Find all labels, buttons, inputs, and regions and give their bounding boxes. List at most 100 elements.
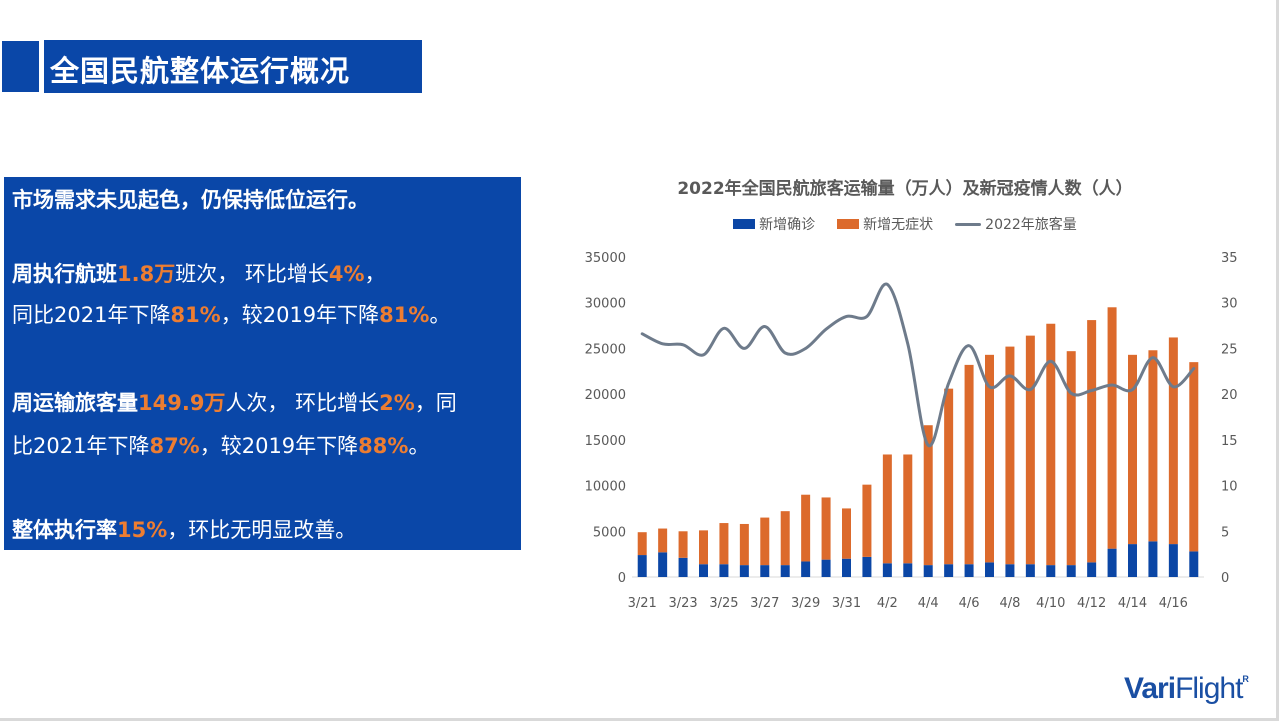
bar-confirmed [658, 552, 668, 577]
flights-weekly-value: 1.8万 [117, 262, 176, 286]
bar-asymptomatic [1005, 346, 1015, 565]
y-left-tick-label: 35000 [585, 251, 626, 266]
legend-label-asymptomatic: 新增无症状 [863, 217, 934, 233]
bar-confirmed [1025, 564, 1035, 577]
y-left-tick-label: 0 [618, 571, 626, 586]
variflight-logo: VariFlightR [1124, 672, 1249, 706]
y-right-tick-label: 0 [1221, 571, 1229, 586]
passengers-text-3: ，同 [414, 391, 457, 415]
passengers-text-5: ，较2019年下降 [199, 434, 359, 458]
line-passengers-2022 [640, 282, 1196, 447]
bar-confirmed [801, 561, 811, 577]
bar-confirmed [1087, 562, 1097, 577]
passengers-text-2: 环比增长 [295, 391, 380, 415]
bar-asymptomatic [964, 364, 974, 565]
y-right-tick-label: 35 [1221, 251, 1238, 266]
title-bar: 全国民航整体运行概况 [44, 40, 422, 93]
bar-asymptomatic [780, 511, 790, 566]
rate-label: 整体执行率 [12, 518, 117, 542]
bar-confirmed [1046, 565, 1056, 577]
x-tick-label: 3/27 [750, 596, 779, 611]
bar-confirmed [944, 564, 954, 577]
passengers-yoy-2021-value: 87% [149, 434, 200, 458]
bar-asymptomatic [699, 530, 708, 565]
flights-text-1: 班次， [175, 262, 239, 286]
x-tick-label: 4/8 [999, 596, 1020, 611]
bar-asymptomatic [1107, 307, 1117, 549]
passengers-text-1: 人次， [225, 391, 289, 415]
bar-asymptomatic [1148, 350, 1158, 542]
y-right-tick-label: 25 [1221, 342, 1238, 357]
bar-asymptomatic [903, 454, 913, 564]
title-accent-block [2, 41, 39, 92]
y-left-tick-label: 10000 [585, 480, 626, 495]
registered-mark: R [1242, 674, 1248, 684]
y-right-tick-label: 10 [1221, 480, 1238, 495]
bar-confirmed [637, 555, 647, 577]
bar-confirmed [739, 565, 749, 577]
x-tick-label: 3/25 [709, 596, 738, 611]
passengers-line-2: 比2021年下降87%，较2019年下降88%。 [12, 430, 429, 460]
bar-confirmed [1107, 548, 1117, 577]
bar-confirmed [882, 563, 892, 577]
flights-text-6: 。 [429, 303, 451, 327]
flights-wow-value: 4% [328, 262, 365, 286]
bar-asymptomatic [1025, 335, 1035, 565]
passengers-text-6: 。 [408, 434, 430, 458]
flights-vs-2019-value: 81% [379, 303, 430, 327]
y-left-tick-label: 20000 [585, 388, 626, 403]
legend-swatch-confirmed [733, 219, 756, 229]
bar-asymptomatic [1087, 320, 1097, 563]
bar-asymptomatic [923, 425, 933, 566]
bar-asymptomatic [719, 523, 729, 565]
legend-item-confirmed: 新增确诊 [733, 214, 815, 234]
page-title: 全国民航整体运行概况 [50, 54, 351, 88]
legend-label-confirmed: 新增确诊 [759, 217, 816, 233]
bar-asymptomatic [1066, 351, 1076, 566]
bar-asymptomatic [760, 517, 770, 566]
bar-asymptomatic [821, 497, 831, 560]
flights-line-1: 周执行航班1.8万班次， 环比增长4%， [12, 258, 386, 288]
legend-item-passengers: 2022年旅客量 [955, 214, 1077, 234]
x-tick-label: 3/23 [668, 596, 697, 611]
bar-asymptomatic [658, 528, 668, 553]
logo-light-text: Flight [1175, 672, 1243, 705]
x-tick-label: 3/29 [791, 596, 820, 611]
flights-line-2: 同比2021年下降81%，较2019年下降81%。 [12, 299, 450, 329]
rate-value: 15% [117, 518, 168, 542]
bar-asymptomatic [1168, 337, 1178, 545]
passengers-label: 周运输旅客量 [12, 391, 138, 415]
passengers-vs-2019-value: 88% [358, 434, 409, 458]
bar-confirmed [964, 564, 974, 577]
bar-confirmed [985, 562, 994, 577]
bar-asymptomatic [637, 532, 647, 556]
flights-text-2: 环比增长 [244, 262, 329, 286]
y-left-tick-label: 15000 [585, 434, 626, 449]
flights-text-4: 同比2021年下降 [12, 303, 171, 327]
x-tick-label: 4/2 [877, 596, 898, 611]
bar-confirmed [842, 558, 851, 577]
legend-label-passengers: 2022年旅客量 [985, 217, 1077, 233]
bar-confirmed [1189, 551, 1199, 577]
passengers-wow-value: 2% [379, 391, 415, 415]
passengers-weekly-value: 149.9万 [138, 391, 226, 415]
bar-asymptomatic [842, 508, 851, 559]
panel-headline: 市场需求未见起色，仍保持低位运行。 [12, 188, 369, 212]
bar-asymptomatic [801, 494, 811, 562]
bar-confirmed [821, 559, 831, 577]
flights-text-5: ，较2019年下降 [220, 303, 380, 327]
chart-title: 2022年全国民航旅客运输量（万人）及新冠疫情人数（人） [677, 179, 1133, 199]
chart-legend: 新增确诊 新增无症状 2022年旅客量 [560, 214, 1250, 234]
bar-confirmed [862, 556, 872, 577]
x-tick-label: 4/14 [1118, 596, 1147, 611]
x-tick-label: 4/16 [1159, 596, 1188, 611]
flights-text-3: ， [364, 262, 386, 286]
x-tick-label: 3/21 [628, 596, 657, 611]
y-left-tick-label: 25000 [585, 342, 626, 357]
bar-asymptomatic [985, 354, 994, 563]
bar-asymptomatic [678, 531, 688, 558]
bar-confirmed [1066, 565, 1076, 577]
logo-bold-text: Vari [1124, 672, 1176, 705]
